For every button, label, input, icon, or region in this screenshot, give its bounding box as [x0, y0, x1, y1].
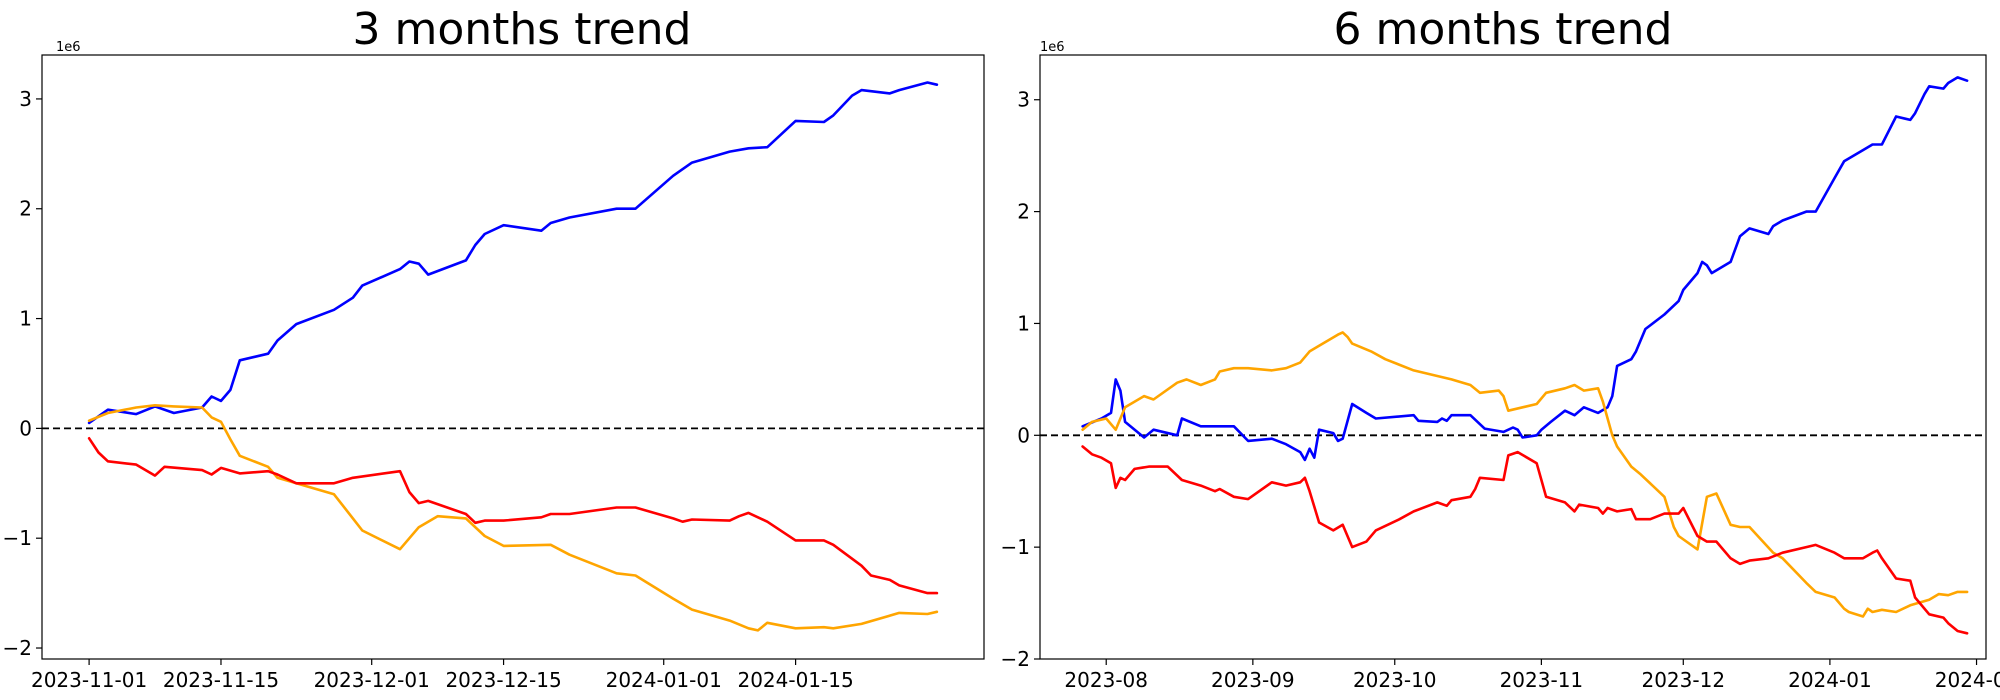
y-tick-label: 2 [1017, 200, 1030, 224]
axes-frame [1039, 54, 1987, 660]
x-tick-label: 2023-11 [1500, 668, 1584, 692]
y-tick-label: 1 [1017, 311, 1030, 335]
series-line-2 [87, 404, 939, 632]
x-tick-label: 2024-01 [1788, 668, 1872, 692]
chart-title: 6 months trend [1334, 4, 1673, 55]
x-tick-label: 2023-11-01 [31, 668, 147, 692]
series-line-1 [87, 81, 939, 425]
chart-6-months: 6 months trend 1e6 2023-08 2023-09 2023-10… [1001, 4, 2000, 692]
x-tick-label: 2023-08 [1064, 668, 1148, 692]
y-tick-label: 3 [19, 87, 32, 111]
y-tick-label: −1 [3, 526, 32, 550]
chart-title: 3 months trend [353, 4, 692, 55]
x-tick-label: 2024-02 [1935, 668, 2000, 692]
x-tick-label: 2024-01-01 [606, 668, 722, 692]
series-line-2 [1081, 331, 1969, 618]
y-tick-label: −2 [3, 636, 32, 660]
y-scale-label: 1e6 [56, 40, 81, 55]
y-tick-label: 0 [19, 416, 32, 440]
y-tick-label: 3 [1017, 88, 1030, 112]
x-tick-label: 2023-11-15 [163, 668, 279, 692]
x-tick-label: 2024-01-15 [737, 668, 853, 692]
x-tick-label: 2023-09 [1211, 668, 1295, 692]
x-tick-label: 2023-12-15 [445, 668, 561, 692]
y-tick-label: 1 [19, 307, 32, 331]
x-tick-label: 2023-12 [1641, 668, 1725, 692]
chart-3-months: 3 months trend 1e6 2023-11-01 2023-11-15 2… [3, 4, 985, 692]
series-line-1 [1081, 76, 1969, 462]
y-tick-label: −2 [1001, 647, 1030, 671]
plot-area-3-months: 2023-11-01 2023-11-15 2023-12-01 2023-12-15… [3, 54, 985, 692]
x-tick-label: 2023-10 [1353, 668, 1437, 692]
series-line-3 [1081, 445, 1969, 635]
series-line-3 [87, 437, 939, 595]
y-tick-label: −1 [1001, 535, 1030, 559]
axes-frame [41, 54, 985, 660]
y-scale-label: 1e6 [1040, 40, 1065, 55]
x-tick-label: 2023-12-01 [314, 668, 430, 692]
y-tick-label: 0 [1017, 423, 1030, 447]
plot-area-6-months: 2023-08 2023-09 2023-10 2023-11 2023-12 2024-… [1001, 54, 2000, 692]
y-tick-label: 2 [19, 197, 32, 221]
